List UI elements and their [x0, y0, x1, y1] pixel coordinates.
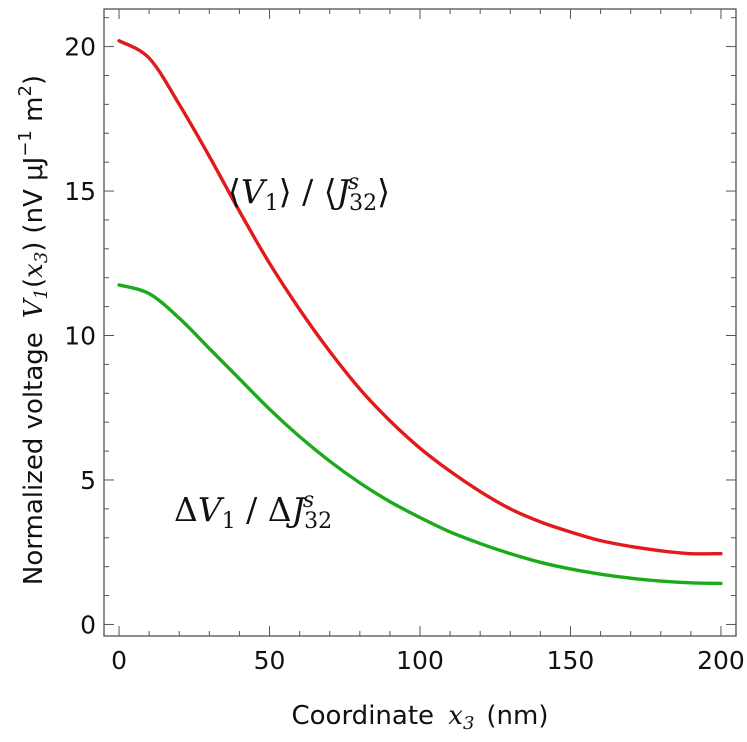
y-tick-label: 15	[64, 177, 96, 206]
plot-frame	[103, 8, 737, 637]
y-tick-label: 0	[80, 610, 96, 639]
series-line-0	[117, 39, 723, 556]
x-tick-label: 150	[547, 646, 595, 675]
series-label-delta: ΔV1 / ΔJs 32	[174, 488, 332, 534]
x-tick-label: 200	[697, 646, 745, 675]
x-axis-label: Coordinate x3 (nm)	[291, 701, 548, 734]
axis-ticks	[104, 9, 736, 636]
series-label-mean: ⟨V1⟩ / ⟨Js 32⟩	[228, 170, 390, 216]
series-layer	[117, 39, 723, 586]
x-tick-label: 50	[254, 646, 286, 675]
x-tick-label: 100	[396, 646, 444, 675]
x-tick-label: 0	[111, 646, 127, 675]
series-line-1	[117, 283, 723, 586]
tick-labels: 0 50 100 150 200 0 5 10 15 20	[64, 33, 745, 675]
y-tick-label: 10	[64, 322, 96, 351]
y-axis-label: Normalized voltageV1(x3)(nV μJ−1 m2)	[15, 75, 52, 585]
y-tick-label: 5	[80, 466, 96, 495]
y-tick-label: 20	[64, 33, 96, 62]
